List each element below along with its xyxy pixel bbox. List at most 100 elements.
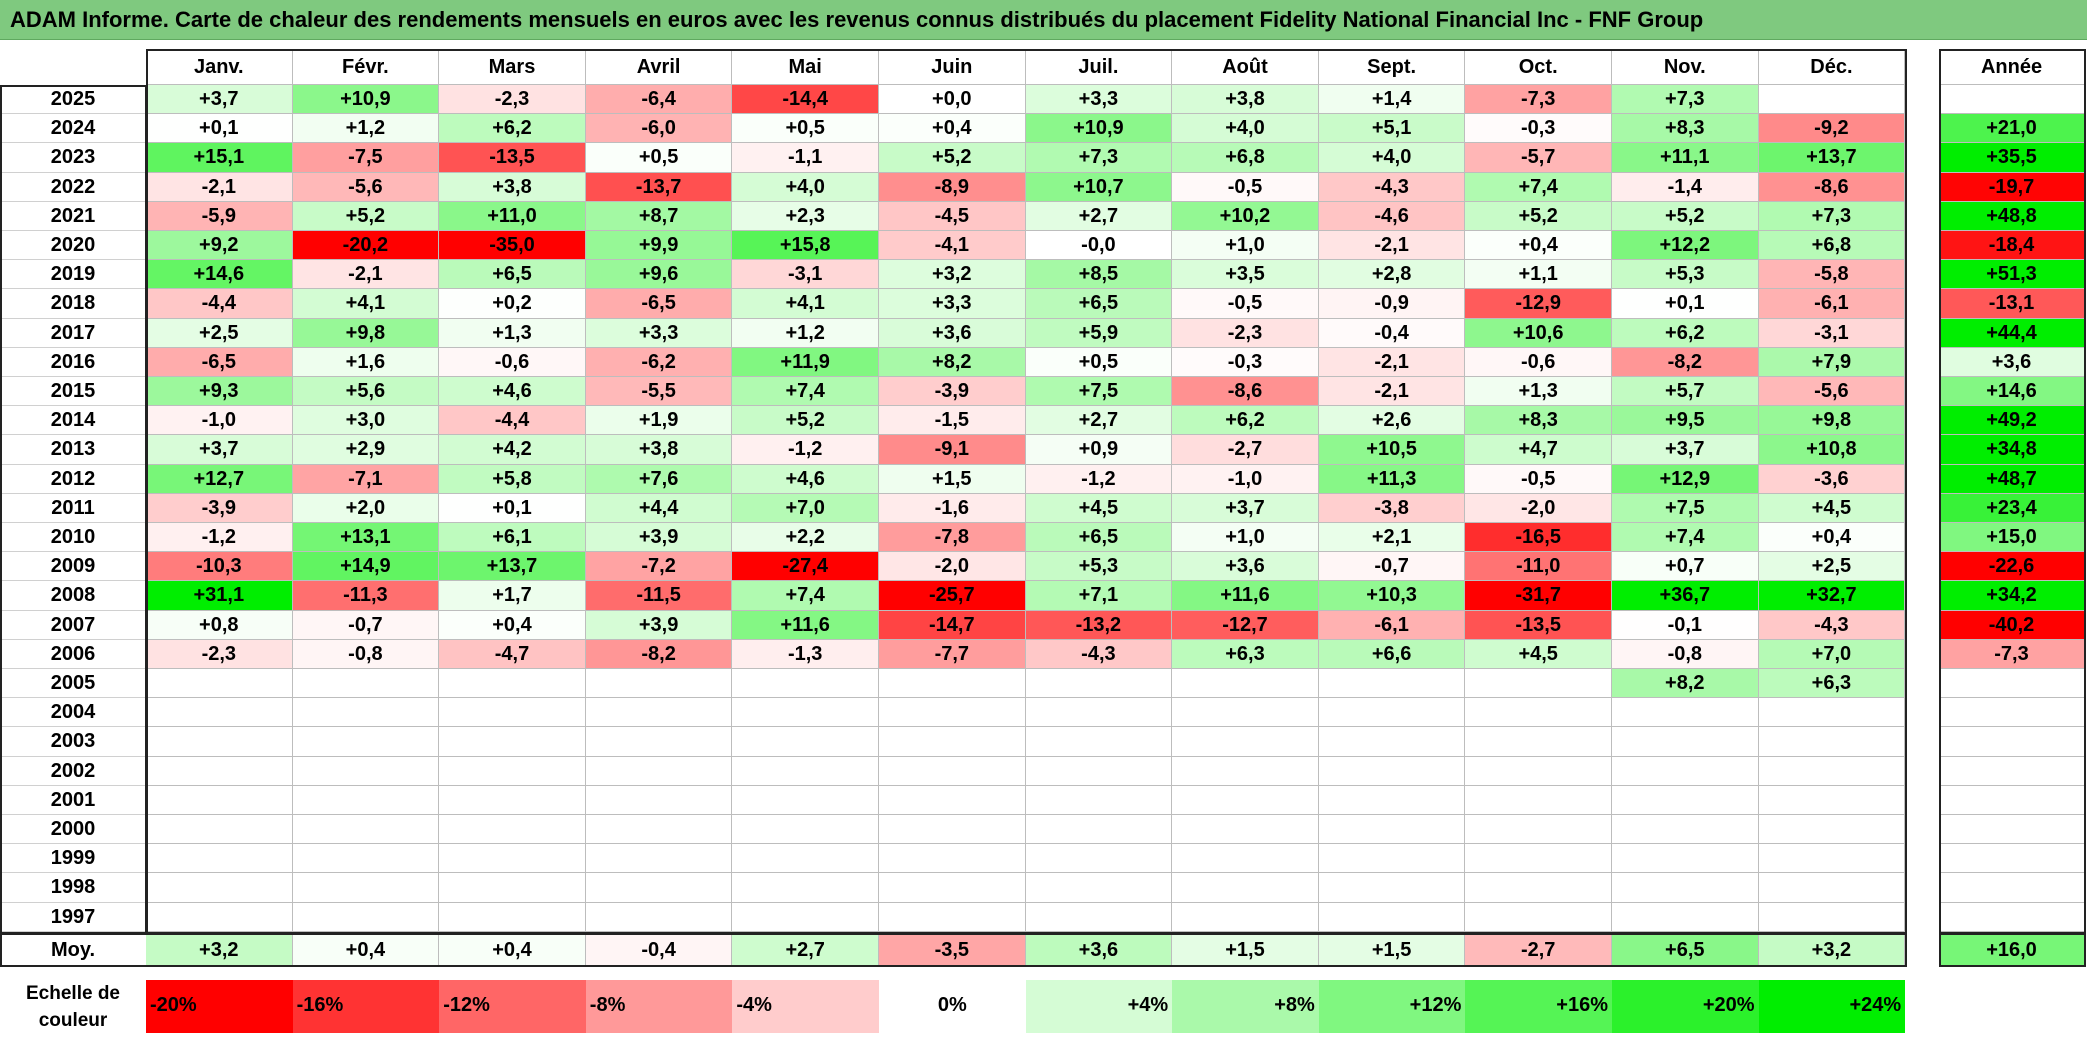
heatmap-cell <box>1465 669 1612 699</box>
heatmap-cell: +3,7 <box>146 435 293 465</box>
scale-stop: 0% <box>879 980 1026 1033</box>
heatmap-cell: -5,7 <box>1465 143 1612 173</box>
heatmap-cell <box>732 902 879 932</box>
heatmap-cell <box>1025 785 1173 815</box>
heatmap-cell: -35,0 <box>439 231 586 261</box>
annual-cell <box>1939 785 2084 815</box>
heatmap-cell: -1,1 <box>732 143 879 173</box>
heatmap-cell <box>879 815 1026 845</box>
month-header: Juin <box>879 49 1026 85</box>
heatmap-cell: +0,5 <box>732 114 879 144</box>
heatmap-cell: +3,3 <box>1025 85 1173 115</box>
heatmap-cell: -3,1 <box>732 260 879 290</box>
heatmap-cell: +10,6 <box>1465 318 1612 348</box>
annual-cell: -40,2 <box>1939 610 2084 640</box>
month-header: Mars <box>439 49 586 85</box>
heatmap-cell: -6,2 <box>585 347 733 377</box>
heatmap-cell: +0,8 <box>146 610 293 640</box>
heatmap-cell <box>292 727 440 757</box>
heatmap-cell: +5,2 <box>1612 201 1759 231</box>
heatmap-cell: +5,8 <box>439 464 586 494</box>
heatmap-cell <box>1172 844 1319 874</box>
heatmap-cell: +3,9 <box>585 610 733 640</box>
heatmap-cell <box>439 756 586 786</box>
heatmap-cell: +4,0 <box>732 172 879 202</box>
heatmap-cell: -0,9 <box>1318 289 1466 319</box>
heatmap-cell: +10,7 <box>1025 172 1173 202</box>
heatmap-cell <box>585 844 733 874</box>
heatmap-cell: -2,1 <box>292 260 440 290</box>
year-label: 1997 <box>0 903 146 932</box>
heatmap-cell: +6,2 <box>1612 318 1759 348</box>
heatmap-cell: +1,0 <box>1172 523 1319 553</box>
heatmap-cell: -2,1 <box>1318 231 1466 261</box>
heatmap-cell: +7,4 <box>732 377 879 407</box>
heatmap-cell: -9,2 <box>1758 114 1906 144</box>
heatmap-cell <box>1025 815 1173 845</box>
heatmap-cell <box>879 756 1026 786</box>
annual-cell: +44,4 <box>1939 318 2084 348</box>
heatmap-cell: +3,7 <box>1612 435 1759 465</box>
heatmap-cell <box>146 815 293 845</box>
heatmap-cell <box>292 669 440 699</box>
heatmap-cell: -1,2 <box>146 523 293 553</box>
annual-cell <box>1939 669 2084 699</box>
heatmap-cell: -11,5 <box>585 581 733 611</box>
annual-cell: +14,6 <box>1939 377 2084 407</box>
heatmap-cell <box>732 873 879 903</box>
heatmap-cell: +0,9 <box>1025 435 1173 465</box>
heatmap-cell: +14,6 <box>146 260 293 290</box>
heatmap-cell: -7,8 <box>879 523 1026 553</box>
average-cell: +0,4 <box>292 935 440 965</box>
heatmap-cell: -7,5 <box>292 143 440 173</box>
heatmap-cell: +3,5 <box>1172 260 1319 290</box>
heatmap-cell: +5,3 <box>1025 552 1173 582</box>
heatmap-cell: -11,3 <box>292 581 440 611</box>
heatmap-cell: +2,7 <box>1025 201 1173 231</box>
heatmap-cell <box>732 844 879 874</box>
heatmap-cell: -3,1 <box>1758 318 1906 348</box>
heatmap-cell: +6,5 <box>439 260 586 290</box>
year-label: 2025 <box>0 85 146 115</box>
heatmap-cell <box>1318 902 1466 932</box>
annual-cell: +34,8 <box>1939 435 2084 465</box>
heatmap-cell: +9,6 <box>585 260 733 290</box>
heatmap-cell: +13,1 <box>292 523 440 553</box>
heatmap-cell: +0,4 <box>439 610 586 640</box>
heatmap-cell <box>879 698 1026 728</box>
heatmap-cell <box>1172 873 1319 903</box>
heatmap-cell: -14,7 <box>879 610 1026 640</box>
heatmap-cell <box>439 785 586 815</box>
heatmap-cell: +6,3 <box>1758 669 1906 699</box>
heatmap-cell <box>146 727 293 757</box>
heatmap-cell: -0,5 <box>1465 464 1612 494</box>
heatmap-cell <box>585 756 733 786</box>
average-cell: +1,5 <box>1172 935 1319 965</box>
heatmap-cell: +11,6 <box>1172 581 1319 611</box>
heatmap-cell: +12,2 <box>1612 231 1759 261</box>
scale-stop: +8% <box>1172 980 1319 1033</box>
heatmap-cell: +1,3 <box>1465 377 1612 407</box>
heatmap-cell <box>585 669 733 699</box>
scale-stop: +16% <box>1465 980 1612 1033</box>
heatmap-cell: -4,3 <box>1318 172 1466 202</box>
heatmap-cell <box>1758 698 1906 728</box>
heatmap-cell <box>1465 844 1612 874</box>
month-header: Janv. <box>146 49 293 85</box>
heatmap-cell <box>292 785 440 815</box>
heatmap-cell: -1,2 <box>732 435 879 465</box>
heatmap-cell: -7,1 <box>292 464 440 494</box>
heatmap-cell: +5,7 <box>1612 377 1759 407</box>
heatmap-cell <box>1318 785 1466 815</box>
year-label: 2017 <box>0 319 146 348</box>
heatmap-cell <box>732 698 879 728</box>
heatmap-cell <box>1318 698 1466 728</box>
heatmap-cell: +3,8 <box>585 435 733 465</box>
heatmap-cell: +6,6 <box>1318 639 1466 669</box>
annual-cell <box>1939 727 2084 757</box>
heatmap-cell: -0,7 <box>1318 552 1466 582</box>
heatmap-cell: +6,2 <box>439 114 586 144</box>
heatmap-cell: +13,7 <box>1758 143 1906 173</box>
heatmap-cell: +2,5 <box>146 318 293 348</box>
heatmap-cell: +8,3 <box>1465 406 1612 436</box>
